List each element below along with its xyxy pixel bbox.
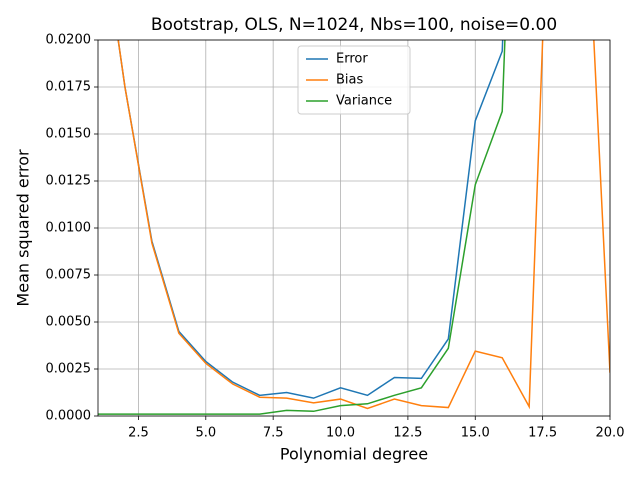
x-tick-label: 5.0 [195, 426, 216, 441]
axes-frame [97, 39, 611, 417]
series-line [98, 40, 506, 415]
series-line [117, 40, 610, 410]
x-tick-label: 15.0 [461, 426, 490, 441]
y-tick-label: 0.0125 [46, 174, 92, 189]
y-tick-label: 0.0000 [46, 409, 92, 424]
plot-area [98, 40, 610, 415]
x-tick-label: 20.0 [596, 426, 625, 441]
x-tick-label: 10.0 [326, 426, 355, 441]
legend-box [297, 45, 411, 115]
y-tick-label: 0.0100 [46, 221, 92, 236]
legend-label: Variance [336, 94, 392, 109]
x-axis-label: Polynomial degree [280, 445, 428, 464]
x-tick-label: 7.5 [263, 426, 284, 441]
legend-label: Error [336, 52, 368, 67]
x-tick-label: 12.5 [393, 426, 422, 441]
y-tick-label: 0.0150 [46, 127, 92, 142]
y-axis-label: Mean squared error [14, 149, 33, 307]
legend-label: Bias [336, 73, 363, 88]
x-tick-label: 17.5 [528, 426, 557, 441]
y-tick-label: 0.0050 [46, 315, 92, 330]
x-tick-label: 2.5 [128, 426, 149, 441]
y-tick-label: 0.0200 [46, 33, 92, 48]
y-tick-label: 0.0025 [46, 362, 92, 377]
y-tick-label: 0.0075 [46, 268, 92, 283]
chart-title: Bootstrap, OLS, N=1024, Nbs=100, noise=0… [151, 15, 557, 35]
series-line [117, 40, 504, 399]
y-tick-label: 0.0175 [46, 80, 92, 95]
